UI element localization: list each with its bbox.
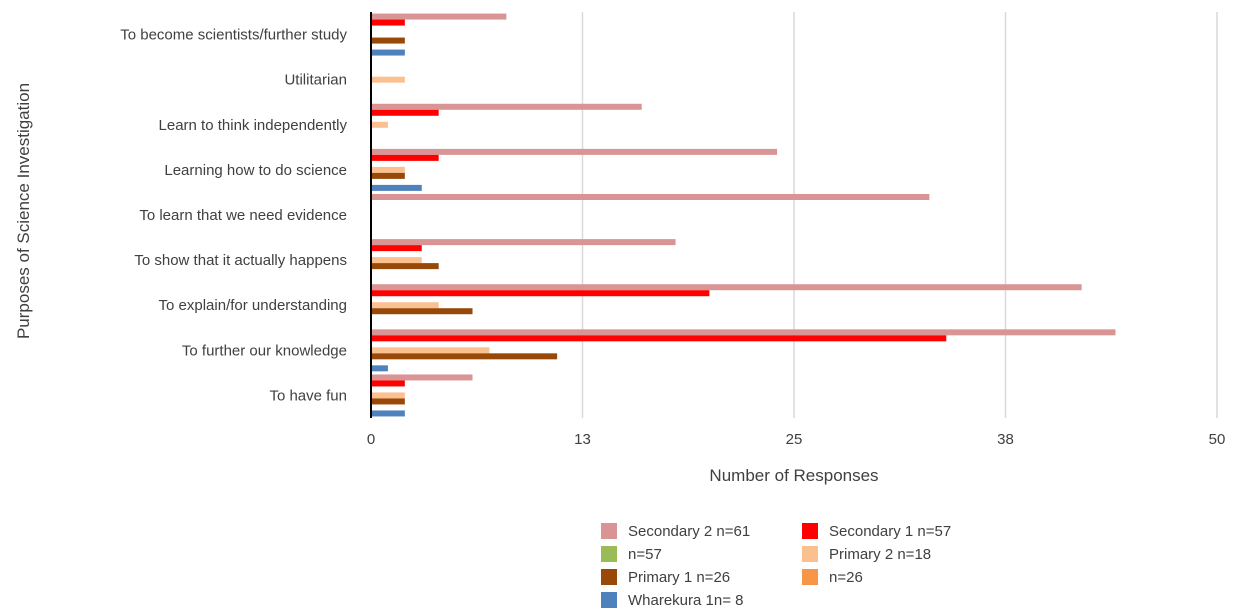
bar <box>371 263 439 270</box>
bar <box>371 284 1082 291</box>
x-axis-title: Number of Responses <box>709 466 878 485</box>
bar <box>371 365 388 372</box>
legend-swatch <box>802 546 818 562</box>
bar <box>371 308 473 315</box>
bar <box>371 103 642 110</box>
bar <box>371 257 422 264</box>
gridlines <box>581 12 1218 418</box>
bar <box>371 302 439 309</box>
category-label: To further our knowledge <box>182 342 347 359</box>
bar <box>371 335 947 342</box>
legend-label: n=57 <box>628 546 662 563</box>
legend-label: Wharekura 1n= 8 <box>628 592 743 609</box>
bar <box>371 398 405 405</box>
bar <box>371 245 422 252</box>
bar <box>371 239 676 246</box>
legend-swatch <box>601 523 617 539</box>
category-label: To explain/for understanding <box>159 297 347 314</box>
bar <box>371 392 405 399</box>
legend-swatch <box>601 592 617 608</box>
legend-label: n=26 <box>829 569 863 586</box>
legend-swatch <box>802 523 818 539</box>
category-label: Learn to think independently <box>159 117 348 134</box>
bar <box>371 49 405 56</box>
bar <box>371 410 405 417</box>
bar <box>371 374 473 381</box>
bar <box>371 13 507 20</box>
x-tick-label: 38 <box>997 431 1014 448</box>
category-label: Learning how to do science <box>164 162 347 179</box>
bar <box>371 109 439 116</box>
legend-label: Primary 1 n=26 <box>628 569 730 586</box>
x-tick-label: 13 <box>574 431 591 448</box>
y-axis-title: Purposes of Science Investigation <box>14 83 33 339</box>
x-tick-label: 25 <box>786 431 803 448</box>
legend-swatch <box>802 569 818 585</box>
bar <box>371 194 930 200</box>
x-tick-label: 50 <box>1209 431 1226 448</box>
bar <box>371 166 405 173</box>
bar <box>371 37 405 44</box>
x-tick-label: 0 <box>367 431 375 448</box>
bar <box>371 184 422 191</box>
legend-label: Secondary 2 n=61 <box>628 523 750 540</box>
legend-label: Secondary 1 n=57 <box>829 523 951 540</box>
bar <box>371 353 558 360</box>
category-label: To learn that we need evidence <box>139 207 347 224</box>
bar <box>371 121 388 128</box>
category-label: To have fun <box>269 387 347 404</box>
bar <box>371 380 405 387</box>
bar <box>371 19 405 26</box>
bar <box>371 154 439 161</box>
legend-swatch <box>601 546 617 562</box>
bar <box>371 347 490 354</box>
bar <box>371 172 405 179</box>
legend-swatch <box>601 569 617 585</box>
bar <box>371 290 710 297</box>
category-labels: To become scientists/further study Utilit… <box>120 27 347 405</box>
x-tick-labels: 0 13 25 38 50 <box>367 431 1226 448</box>
bar-series <box>371 13 1116 417</box>
bar <box>371 329 1116 336</box>
bar <box>371 148 778 155</box>
bar <box>371 76 405 83</box>
legend: Secondary 2 n=61 Secondary 1 n=57 n=57 Prim… <box>601 523 951 609</box>
legend-label: Primary 2 n=18 <box>829 546 931 563</box>
category-label: To become scientists/further study <box>120 27 347 44</box>
category-label: To show that it actually happens <box>134 252 347 269</box>
category-label: Utilitarian <box>284 72 347 89</box>
